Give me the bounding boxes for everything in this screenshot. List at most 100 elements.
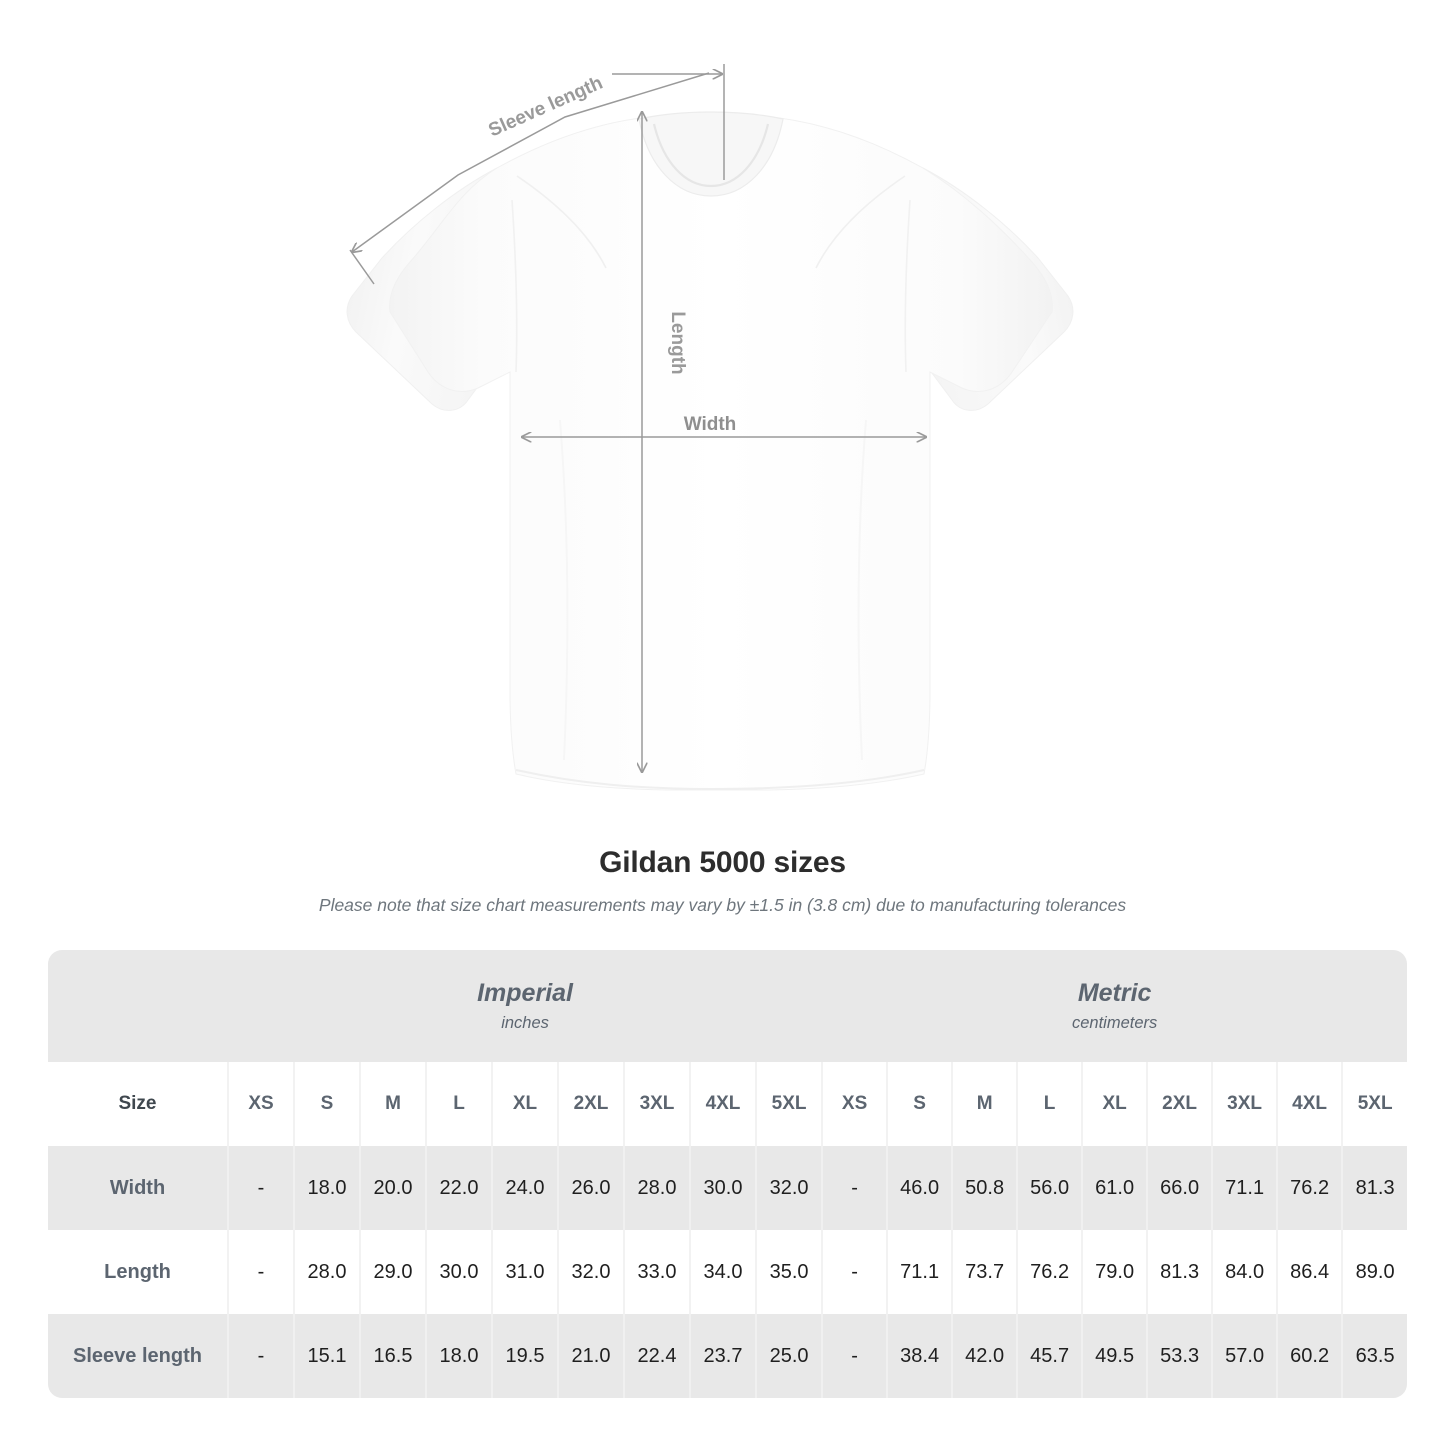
- cell-length-imperial-4xl: 34.0: [689, 1230, 756, 1314]
- chart-title-block: Gildan 5000 sizes Please note that size …: [0, 845, 1445, 916]
- unit-group-metric-name: Metric: [1077, 978, 1152, 1007]
- size-header-imperial-4xl: 4XL: [689, 1062, 756, 1146]
- cell-length-imperial-5xl: 35.0: [754, 1230, 823, 1314]
- cell-sleeve-imperial-xs: -: [227, 1314, 294, 1398]
- cell-width-imperial-m: 20.0: [359, 1146, 426, 1230]
- cell-sleeve-imperial-m: 16.5: [359, 1314, 426, 1398]
- size-header-imperial-5xl: 5XL: [754, 1062, 823, 1146]
- size-header-imperial-xl: XL: [491, 1062, 558, 1146]
- cell-length-imperial-2xl: 32.0: [557, 1230, 624, 1314]
- size-header-metric-m: M: [951, 1062, 1018, 1146]
- cell-sleeve-metric-m: 42.0: [951, 1314, 1018, 1398]
- cell-sleeve-imperial-5xl: 25.0: [754, 1314, 823, 1398]
- cell-sleeve-metric-l: 45.7: [1016, 1314, 1083, 1398]
- cell-sleeve-imperial-3xl: 22.4: [623, 1314, 690, 1398]
- cell-sleeve-metric-xl: 49.5: [1081, 1314, 1148, 1398]
- cell-sleeve-imperial-2xl: 21.0: [557, 1314, 624, 1398]
- width-label: Width: [684, 414, 737, 435]
- cell-length-metric-m: 73.7: [951, 1230, 1018, 1314]
- size-header-metric-5xl: 5XL: [1341, 1062, 1408, 1146]
- size-header-metric-xs: XS: [821, 1062, 888, 1146]
- cell-length-metric-5xl: 89.0: [1341, 1230, 1408, 1314]
- cell-length-imperial-s: 28.0: [293, 1230, 360, 1314]
- unit-group-imperial-name: Imperial: [477, 978, 573, 1007]
- cell-length-metric-2xl: 81.3: [1146, 1230, 1213, 1314]
- tolerance-note: Please note that size chart measurements…: [318, 895, 1127, 915]
- cell-sleeve-metric-s: 38.4: [886, 1314, 953, 1398]
- cell-sleeve-imperial-xl: 19.5: [491, 1314, 558, 1398]
- measurement-annotations: [349, 64, 926, 772]
- cell-width-imperial-3xl: 28.0: [623, 1146, 690, 1230]
- cell-width-metric-s: 46.0: [886, 1146, 953, 1230]
- cell-sleeve-metric-3xl: 57.0: [1211, 1314, 1278, 1398]
- cell-length-imperial-xl: 31.0: [491, 1230, 558, 1314]
- cell-length-metric-xs: -: [821, 1230, 888, 1314]
- size-header-imperial-m: M: [359, 1062, 426, 1146]
- cell-length-imperial-xs: -: [227, 1230, 294, 1314]
- unit-group-metric-sub: centimeters: [1072, 1014, 1158, 1033]
- size-chart-table-wrap: Imperial inches Metric centimeters Size …: [48, 950, 1408, 1398]
- size-header-metric-s: S: [886, 1062, 953, 1146]
- cell-sleeve-imperial-4xl: 23.7: [689, 1314, 756, 1398]
- size-header-metric-xl: XL: [1081, 1062, 1148, 1146]
- size-header-imperial-l: L: [425, 1062, 492, 1146]
- cell-length-imperial-l: 30.0: [425, 1230, 492, 1314]
- table-row: Length - 28.0 29.0 30.0 31.0 32.0 33.0 3…: [48, 1230, 1408, 1314]
- size-header-imperial-s: S: [293, 1062, 360, 1146]
- tshirt-measurement-diagram: Sleeve length Length Width: [346, 64, 1074, 791]
- cell-length-imperial-m: 29.0: [359, 1230, 426, 1314]
- cell-length-metric-xl: 79.0: [1081, 1230, 1148, 1314]
- unit-group-imperial-sub: inches: [501, 1014, 549, 1033]
- table-row: Sleeve length - 15.1 16.5 18.0 19.5 21.0…: [48, 1314, 1408, 1398]
- cell-length-metric-l: 76.2: [1016, 1230, 1083, 1314]
- size-header-metric-l: L: [1016, 1062, 1083, 1146]
- cell-width-metric-xs: -: [821, 1146, 888, 1230]
- size-header-imperial-2xl: 2XL: [557, 1062, 624, 1146]
- cell-sleeve-metric-5xl: 63.5: [1341, 1314, 1408, 1398]
- cell-length-imperial-3xl: 33.0: [623, 1230, 690, 1314]
- cell-width-imperial-2xl: 26.0: [557, 1146, 624, 1230]
- cell-sleeve-metric-xs: -: [821, 1314, 888, 1398]
- size-header-metric-2xl: 2XL: [1146, 1062, 1213, 1146]
- sleeve-length-arrow: [349, 72, 710, 285]
- size-header-label: Size: [48, 1062, 228, 1146]
- cell-width-metric-2xl: 66.0: [1146, 1146, 1213, 1230]
- page-title: Gildan 5000 sizes: [599, 846, 846, 879]
- size-header-imperial-3xl: 3XL: [623, 1062, 690, 1146]
- cell-width-imperial-s: 18.0: [293, 1146, 360, 1230]
- unit-band-row: Imperial inches Metric centimeters: [48, 950, 1408, 1062]
- garment-shape: [346, 111, 1074, 791]
- table-row: Width - 18.0 20.0 22.0 24.0 26.0 28.0 30…: [48, 1146, 1408, 1230]
- cell-width-metric-xl: 61.0: [1081, 1146, 1148, 1230]
- row-label-length: Length: [48, 1230, 228, 1314]
- cell-width-imperial-5xl: 32.0: [754, 1146, 823, 1230]
- cell-width-imperial-xs: -: [227, 1146, 294, 1230]
- cell-width-imperial-l: 22.0: [425, 1146, 492, 1230]
- cell-length-metric-3xl: 84.0: [1211, 1230, 1278, 1314]
- length-label: Length: [667, 311, 688, 374]
- unit-band-spacer: [48, 950, 228, 1062]
- cell-width-metric-m: 50.8: [951, 1146, 1018, 1230]
- tshirt-illustration: Sleeve length Length Width: [346, 64, 1074, 791]
- size-header-metric-3xl: 3XL: [1211, 1062, 1278, 1146]
- cell-width-metric-l: 56.0: [1016, 1146, 1083, 1230]
- cell-sleeve-metric-2xl: 53.3: [1146, 1314, 1213, 1398]
- shoulder-reference-marker: [612, 64, 725, 180]
- cell-length-metric-4xl: 86.4: [1276, 1230, 1343, 1314]
- unit-group-imperial: Imperial inches: [228, 950, 823, 1062]
- size-header-metric-4xl: 4XL: [1276, 1062, 1343, 1146]
- row-label-width: Width: [48, 1146, 228, 1230]
- cell-sleeve-imperial-s: 15.1: [293, 1314, 360, 1398]
- cell-width-metric-4xl: 76.2: [1276, 1146, 1343, 1230]
- size-header-row: Size XS S M L XL 2XL 3XL 4XL 5XL XS S M …: [48, 1062, 1408, 1146]
- cell-sleeve-metric-4xl: 60.2: [1276, 1314, 1343, 1398]
- cell-width-imperial-xl: 24.0: [491, 1146, 558, 1230]
- size-chart-table: Imperial inches Metric centimeters Size …: [48, 950, 1408, 1398]
- cell-width-metric-5xl: 81.3: [1341, 1146, 1408, 1230]
- unit-group-metric: Metric centimeters: [822, 950, 1408, 1062]
- cell-length-metric-s: 71.1: [886, 1230, 953, 1314]
- cell-sleeve-imperial-l: 18.0: [425, 1314, 492, 1398]
- size-header-imperial-xs: XS: [227, 1062, 294, 1146]
- row-label-sleeve-length: Sleeve length: [48, 1314, 228, 1398]
- cell-width-metric-3xl: 71.1: [1211, 1146, 1278, 1230]
